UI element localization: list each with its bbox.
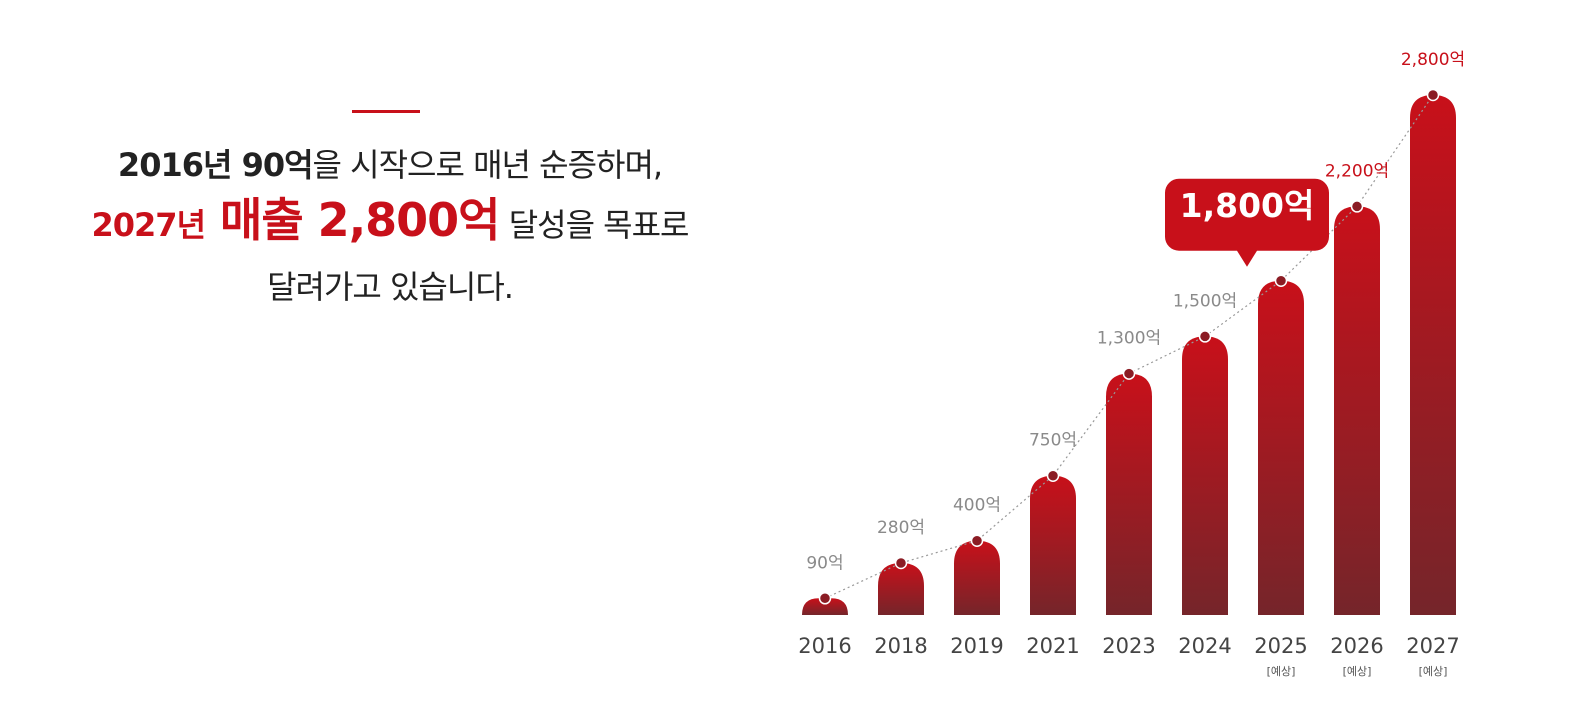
bar	[1030, 475, 1076, 615]
value-label: 400억	[953, 496, 1001, 516]
value-label: 2,800억	[1401, 50, 1465, 70]
value-label: 2,200억	[1325, 161, 1389, 181]
forecast-label: [예상]	[1343, 665, 1372, 678]
x-tick-label: 2016	[798, 634, 851, 658]
headline-text: 달려가고 있습니다.	[267, 268, 514, 306]
point	[1350, 200, 1364, 213]
point	[818, 592, 832, 605]
value-label: 1,500억	[1173, 291, 1237, 311]
x-tick-label: 2019	[950, 634, 1003, 658]
value-label: 90억	[806, 553, 843, 573]
callout-bubble	[1165, 178, 1329, 267]
callout: 1,800억	[1165, 178, 1329, 267]
headline-text: 달성을 목표로	[499, 206, 690, 244]
callout-label: 1,800억	[1180, 186, 1315, 225]
bar	[1258, 280, 1304, 615]
x-tick-label: 2018	[874, 634, 927, 658]
headline-text: 2027년	[91, 206, 207, 244]
x-tick-label: 2024	[1178, 634, 1231, 658]
headline-text: 매출 2,800억	[205, 193, 500, 247]
headline-line: 2016년 90억을 시작으로 매년 순증하며,	[40, 140, 740, 186]
bar	[1334, 206, 1380, 615]
bar	[802, 598, 848, 615]
x-tick-label: 2023	[1102, 634, 1155, 658]
point	[970, 534, 984, 547]
headline-line: 달려가고 있습니다.	[40, 262, 740, 308]
value-label: 750억	[1029, 431, 1077, 451]
point	[1122, 367, 1136, 380]
point	[894, 556, 908, 570]
bar	[954, 540, 1000, 615]
accent-line	[352, 110, 420, 113]
x-tick-label: 2027	[1406, 634, 1459, 658]
forecast-label: [예상]	[1419, 665, 1448, 678]
headline-text: 2016년 90억	[117, 146, 314, 184]
value-label: 1,300억	[1097, 329, 1161, 349]
x-tick-label: 2025	[1254, 634, 1307, 658]
point	[1274, 274, 1288, 287]
forecast-label: [예상]	[1267, 665, 1296, 678]
bar	[878, 563, 924, 615]
headline-line: 2027년 매출 2,800억 달성을 목표로	[40, 190, 740, 255]
x-tick-label: 2021	[1026, 634, 1079, 658]
bar	[1410, 95, 1456, 615]
point	[1046, 469, 1060, 482]
bar	[1182, 336, 1228, 615]
x-tick-label: 2026	[1330, 634, 1383, 658]
point	[1198, 330, 1212, 343]
point	[1426, 88, 1440, 102]
headline-text: 을 시작으로 매년 순증하며,	[312, 146, 664, 184]
bar	[1106, 373, 1152, 615]
value-label: 280억	[877, 518, 925, 538]
